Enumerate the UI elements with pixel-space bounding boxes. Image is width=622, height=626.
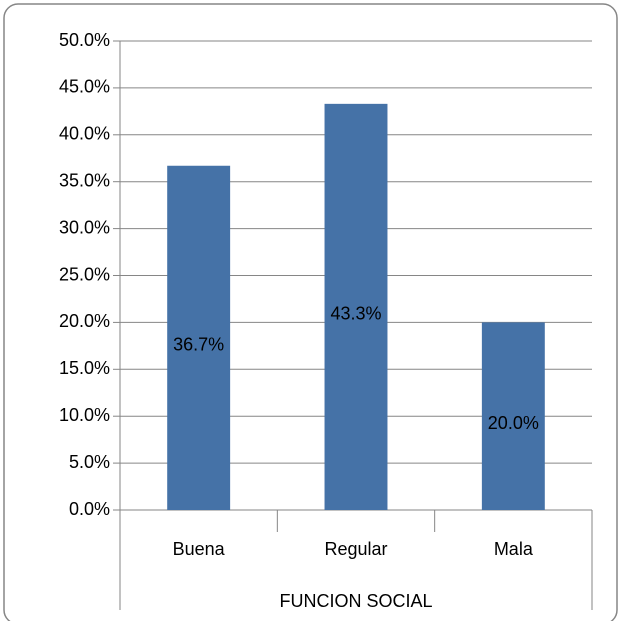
y-tick-label: 50.0%: [59, 30, 110, 50]
x-tick-label: Regular: [324, 539, 387, 559]
y-tick-label: 35.0%: [59, 170, 110, 190]
bar: [324, 103, 388, 510]
bar: [167, 165, 231, 510]
y-tick-label: 15.0%: [59, 358, 110, 378]
y-tick-label: 30.0%: [59, 217, 110, 237]
x-tick-label: Buena: [173, 539, 226, 559]
x-axis-title: FUNCION SOCIAL: [279, 591, 432, 611]
y-tick-label: 40.0%: [59, 124, 110, 144]
y-tick-label: 25.0%: [59, 264, 110, 284]
bar: [481, 322, 545, 510]
y-tick-label: 5.0%: [69, 452, 110, 472]
y-tick-label: 45.0%: [59, 77, 110, 97]
data-label: 20.0%: [488, 413, 539, 433]
y-tick-label: 0.0%: [69, 499, 110, 519]
x-tick-label: Mala: [494, 539, 534, 559]
y-tick-label: 10.0%: [59, 405, 110, 425]
y-tick-label: 20.0%: [59, 311, 110, 331]
data-label: 36.7%: [173, 335, 224, 355]
data-label: 43.3%: [330, 304, 381, 324]
